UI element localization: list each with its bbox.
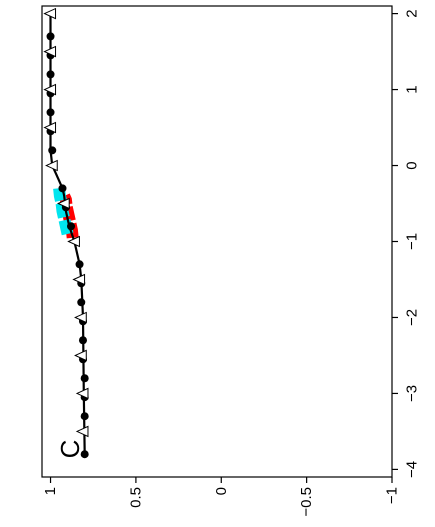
x-tick-label: 1 [404, 85, 421, 93]
circle-point [46, 70, 55, 79]
x-tick-label: −1 [404, 233, 421, 250]
panel-label: C [55, 440, 85, 459]
triangle-point [43, 83, 57, 96]
x-tick-label: −3 [404, 385, 421, 402]
circle-point [67, 222, 76, 231]
triangle-point [74, 311, 87, 324]
triangle-point [74, 349, 87, 362]
triangle-point [75, 425, 89, 438]
axis-ticks: −4 −3 −2 −1 0 1 2 1 0.5 0 −0.5 −1 [42, 9, 420, 516]
y-tick-label: −1 [384, 487, 401, 504]
circle-point [46, 108, 55, 117]
triangle-point [72, 273, 86, 286]
triangle-point [75, 387, 89, 400]
circle-point [80, 450, 89, 459]
triangle-point [43, 7, 57, 20]
circle-point [58, 184, 67, 193]
triangle-point [67, 235, 80, 248]
y-tick-label: −0.5 [298, 487, 315, 517]
x-tick-label: −4 [404, 461, 421, 478]
x-tick-label: 0 [404, 161, 421, 169]
plot-frame [41, 5, 393, 478]
circle-point [46, 32, 55, 41]
y-tick-label: 0 [213, 487, 230, 495]
circle-point [80, 412, 89, 421]
y-tick-label: 1 [42, 487, 59, 495]
circle-point [77, 298, 86, 307]
circle-point [80, 374, 89, 383]
triangle-point [56, 197, 70, 210]
circle-point [75, 260, 84, 269]
data-markers [43, 7, 89, 459]
circle-point [78, 336, 87, 345]
cyan-band [53, 187, 74, 236]
triangle-point [43, 121, 57, 134]
x-tick-label: −2 [404, 309, 421, 326]
triangle-point [45, 159, 58, 172]
x-tick-label: 2 [404, 9, 421, 17]
triangle-point [43, 45, 57, 58]
circle-point [48, 146, 57, 155]
y-tick-label: 0.5 [127, 487, 144, 508]
